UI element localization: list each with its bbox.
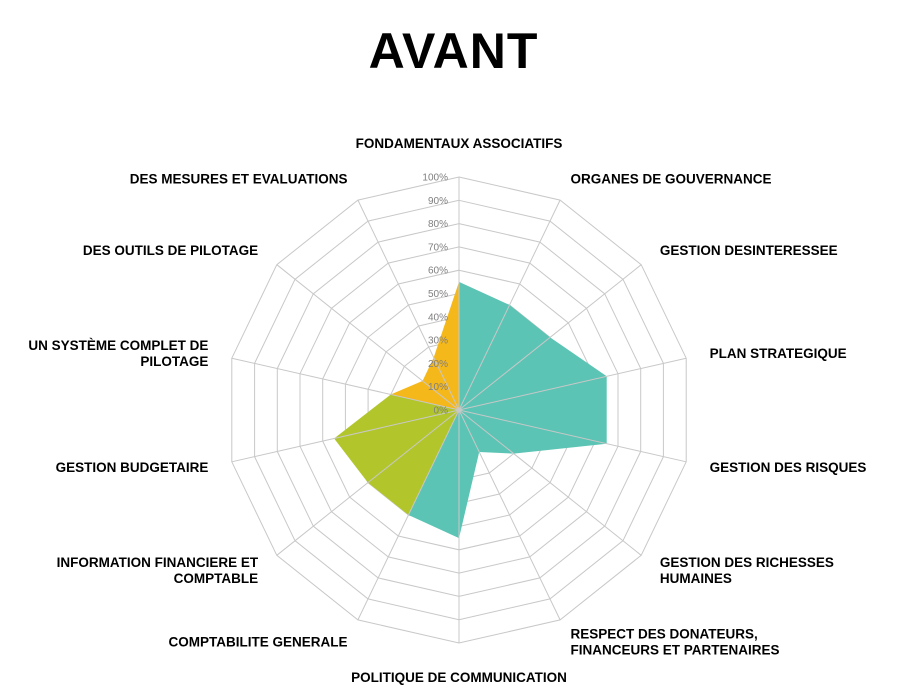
- tick-label: 20%: [428, 359, 448, 370]
- tick-label: 100%: [422, 173, 448, 184]
- spoke: [276, 409, 460, 556]
- tick-label: 30%: [428, 336, 448, 347]
- series-area-2: [334, 394, 459, 515]
- category-label: GESTION BUDGETAIRE: [56, 460, 209, 475]
- spoke: [458, 357, 687, 411]
- category-label: POLITIQUE DE COMMUNICATION: [351, 670, 567, 685]
- category-label: INFORMATION FINANCIERE ET COMPTABLE: [57, 555, 259, 586]
- spoke: [231, 409, 460, 463]
- tick-labels: 0% 10% 20% 30% 40% 50% 60% 70% 80% 90% 100%: [422, 173, 448, 417]
- spokes: [231, 177, 687, 643]
- category-label: GESTION DES RICHESSES HUMAINES: [660, 555, 834, 586]
- category-label: UN SYSTÈME COMPLET DE PILOTAGE: [28, 338, 208, 369]
- tick-label: 40%: [428, 312, 448, 323]
- spoke: [458, 409, 642, 556]
- category-label: DES OUTILS DE PILOTAGE: [83, 243, 258, 258]
- tick-label: 60%: [428, 266, 448, 277]
- category-label: GESTION DESINTERESSEE: [660, 243, 838, 258]
- tick-label: 70%: [428, 242, 448, 253]
- tick-label: 50%: [428, 289, 448, 300]
- spoke: [231, 357, 460, 411]
- tick-label: 90%: [428, 196, 448, 207]
- spoke: [276, 264, 460, 411]
- series-area-3: [390, 281, 459, 410]
- tick-label: 0%: [434, 406, 449, 417]
- category-label: ORGANES DE GOUVERNANCE: [571, 172, 772, 187]
- chart-title: AVANT: [368, 23, 539, 79]
- series: [334, 281, 607, 539]
- category-label: DES MESURES ET EVALUATIONS: [130, 172, 348, 187]
- category-label: PLAN STRATEGIQUE: [710, 346, 847, 361]
- spoke: [458, 409, 561, 621]
- category-labels: FONDAMENTAUX ASSOCIATIFS ORGANES DE GOUVE…: [28, 136, 866, 685]
- category-label: COMPTABILITE GENERALE: [168, 635, 347, 650]
- category-label: RESPECT DES DONATEURS, FINANCEURS ET PART…: [571, 627, 780, 658]
- spoke: [458, 264, 642, 411]
- tick-label: 10%: [428, 382, 448, 393]
- spoke: [357, 199, 460, 411]
- spoke: [458, 199, 561, 411]
- spoke: [357, 409, 460, 621]
- spoke: [458, 409, 687, 463]
- category-label: FONDAMENTAUX ASSOCIATIFS: [356, 136, 563, 151]
- tick-label: 80%: [428, 219, 448, 230]
- category-label: GESTION DES RISQUES: [710, 460, 867, 475]
- series-area-1: [408, 281, 607, 539]
